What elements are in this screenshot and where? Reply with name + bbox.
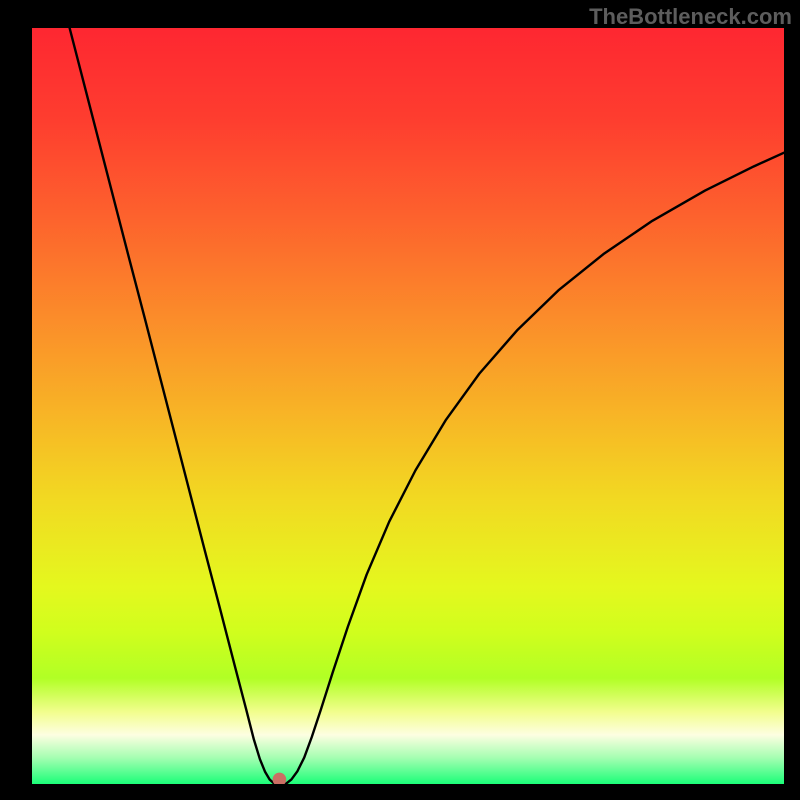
- watermark-text: TheBottleneck.com: [589, 4, 792, 30]
- bottleneck-curve: [70, 28, 784, 784]
- chart-svg: [32, 28, 784, 784]
- plot-area: [32, 28, 784, 784]
- minimum-marker: [273, 773, 287, 784]
- chart-stage: TheBottleneck.com: [0, 0, 800, 800]
